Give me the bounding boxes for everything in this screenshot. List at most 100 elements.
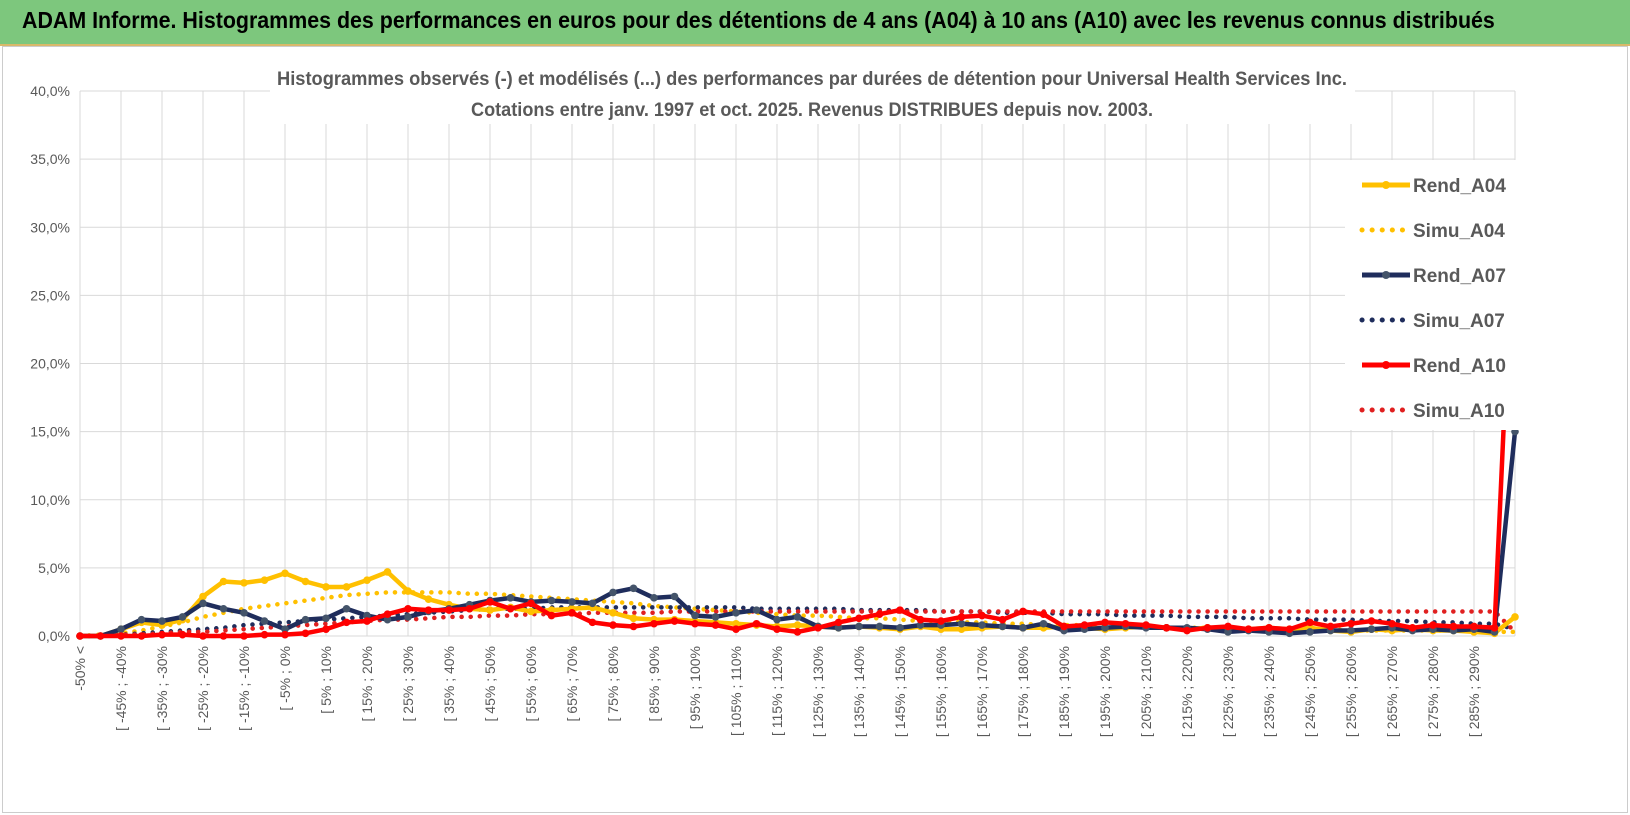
data-point-rend-a04 (260, 576, 269, 584)
data-point-rend-a10 (506, 604, 515, 613)
data-point-rend-a07 (732, 609, 740, 617)
data-point-rend-a10 (1183, 626, 1191, 635)
data-point-rend-a04 (404, 587, 412, 595)
x-tick-label: [ 95% ; 100% (687, 646, 703, 729)
data-point-rend-a10 (814, 624, 822, 632)
x-tick-label: [ 15% ; 20% (359, 646, 375, 722)
legend-label-simu-a04: Simu_A04 (1413, 221, 1505, 242)
data-point-rend-a07 (629, 584, 638, 593)
x-tick-label: [ 265% ; 270% (1384, 646, 1400, 737)
data-point-rend-a10 (1203, 624, 1212, 632)
data-point-rend-a07 (916, 621, 925, 629)
data-point-rend-a10 (465, 604, 474, 613)
data-point-rend-a04 (363, 576, 371, 584)
data-point-rend-a07 (773, 615, 781, 624)
data-point-rend-a10 (158, 630, 166, 639)
data-point-rend-a10 (260, 630, 269, 639)
data-point-rend-a10 (957, 613, 966, 621)
x-tick-label: [ 275% ; 280% (1425, 646, 1441, 737)
data-point-rend-a10 (1347, 619, 1355, 628)
data-point-rend-a07 (301, 615, 310, 624)
data-point-rend-a10 (1470, 622, 1478, 631)
chart-legend: Rend_A04 Simu_A04 Rend_A07 Simu_A07 Rend_A10… (1359, 176, 1506, 422)
data-point-rend-a10 (199, 632, 207, 640)
data-point-rend-a10 (383, 610, 392, 618)
data-point-rend-a04 (486, 606, 494, 614)
data-point-rend-a10 (1490, 624, 1499, 632)
data-point-rend-a10 (773, 625, 781, 633)
data-point-rend-a10 (1265, 624, 1273, 632)
data-point-rend-a10 (404, 604, 412, 613)
data-point-rend-a10 (978, 611, 986, 620)
data-point-rend-a07 (260, 617, 269, 625)
data-point-rend-a07 (793, 613, 802, 621)
series-line-rend-a10 (80, 178, 1518, 639)
data-point-rend-a10 (424, 606, 433, 614)
data-point-rend-a04 (793, 621, 802, 629)
report-banner: ADAM Informe. Histogrammes des performan… (0, 0, 1630, 46)
data-point-rend-a07 (650, 594, 658, 602)
data-point-rend-a07 (691, 611, 699, 620)
title-background (270, 62, 1355, 124)
x-axis: -50% < [ -45% ; -40% [ -35% ; -30% [ -25% ;… (72, 646, 1482, 737)
x-tick-label: [ 45% ; 50% (482, 646, 498, 722)
y-tick-label: 30,0% (30, 219, 70, 235)
data-point-rend-a10 (322, 625, 330, 633)
legend-marker-rend-a07 (1382, 271, 1390, 279)
data-point-rend-a07 (609, 588, 617, 597)
legend-marker-rend-a04 (1382, 181, 1390, 189)
data-point-rend-a07 (1019, 624, 1027, 632)
data-point-rend-a10 (834, 618, 843, 627)
data-point-rend-a10 (1224, 622, 1232, 631)
x-tick-label: -50% < (72, 646, 88, 691)
data-point-rend-a10 (547, 611, 556, 620)
report-title: ADAM Informe. Histogrammes des performan… (22, 7, 1495, 33)
data-point-rend-a07 (137, 615, 146, 624)
data-point-rend-a04 (732, 619, 740, 628)
y-tick-label: 5,0% (38, 560, 70, 576)
data-point-rend-a10 (896, 606, 904, 614)
x-tick-label: [ 65% ; 70% (564, 646, 580, 722)
data-point-rend-a10 (1408, 624, 1417, 632)
x-tick-label: [ 195% ; 200% (1097, 646, 1113, 737)
data-point-rend-a10 (752, 619, 761, 628)
data-point-rend-a10 (711, 621, 720, 629)
data-point-rend-a07 (240, 609, 248, 617)
data-point-rend-a10 (691, 619, 699, 628)
data-point-rend-a04 (322, 583, 330, 591)
x-tick-label: [ -45% ; -40% (113, 646, 129, 731)
data-point-rend-a07 (342, 604, 351, 613)
chart-title-line1: Histogrammes observés (-) et modélisés (… (277, 69, 1347, 90)
data-point-rend-a04 (301, 577, 310, 586)
data-point-rend-a10 (1244, 625, 1253, 633)
data-point-rend-a10 (1060, 622, 1068, 631)
data-point-rend-a04 (609, 609, 617, 617)
data-point-rend-a10 (486, 598, 494, 606)
data-point-rend-a07 (855, 622, 863, 631)
data-point-rend-a10 (568, 609, 576, 617)
data-point-rend-a10 (1080, 621, 1089, 629)
x-tick-label: [ -5% ; 0% (277, 646, 293, 711)
data-point-rend-a07 (957, 619, 966, 628)
x-tick-label: [ 255% ; 260% (1343, 646, 1359, 737)
data-point-rend-a07 (978, 621, 986, 629)
x-tick-label: [ 225% ; 230% (1220, 646, 1236, 737)
grid-lines (79, 90, 1516, 637)
data-point-rend-a07 (158, 617, 166, 625)
data-point-rend-a10 (588, 618, 597, 627)
data-point-rend-a10 (1101, 618, 1109, 627)
data-point-rend-a07 (1224, 628, 1232, 636)
y-tick-label: 0,0% (38, 628, 70, 644)
data-point-rend-a10 (1162, 624, 1171, 632)
data-point-rend-a10 (1388, 619, 1396, 628)
legend-label-simu-a10: Simu_A10 (1413, 401, 1505, 422)
x-tick-label: [ 205% ; 210% (1138, 646, 1154, 737)
data-point-rend-a10 (96, 632, 105, 640)
data-point-rend-a10 (281, 630, 289, 639)
data-point-rend-a07 (1367, 625, 1376, 633)
x-tick-label: [ 145% ; 150% (892, 646, 908, 737)
data-point-rend-a07 (281, 625, 289, 633)
x-tick-label: [ 245% ; 250% (1302, 646, 1318, 737)
observed-series (76, 174, 1519, 640)
